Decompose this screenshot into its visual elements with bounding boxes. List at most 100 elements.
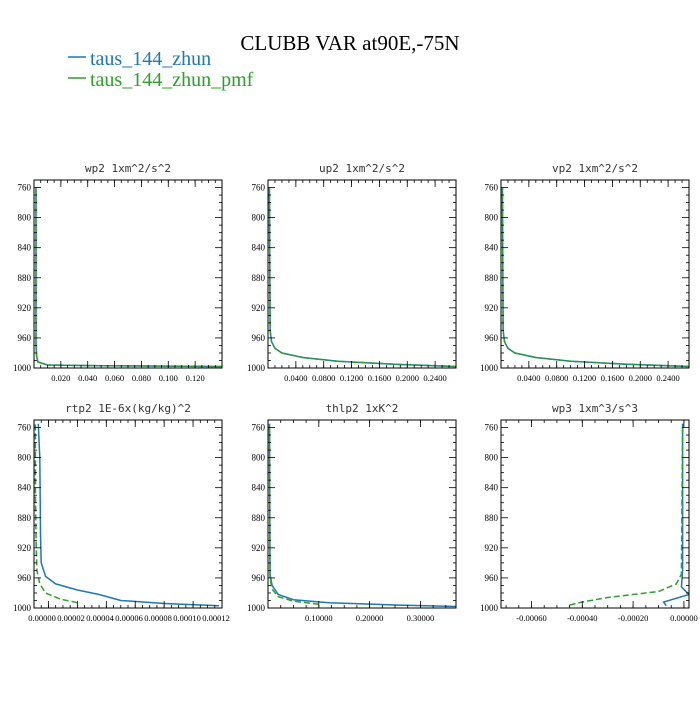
chart-panel-2: vp2 1xm^2/s^2 760 800 840 880 920 960 1000 0.040…	[480, 162, 690, 383]
chart-panel-0: wp2 1xm^2/s^2 760 800 840 880 920 960 1000 0.020…	[13, 162, 223, 383]
y-tick-label-4-0: 760	[252, 423, 266, 433]
x-tick-label-3-5: 0.00010	[173, 613, 201, 623]
y-tick-label-5-6: 1000	[480, 603, 499, 613]
y-tick-label-1-2: 840	[252, 243, 266, 253]
plot-frame-4	[267, 419, 457, 609]
series-line-3-0	[37, 423, 220, 607]
y-tick-label-3-4: 920	[18, 543, 32, 553]
plot-frame-5	[500, 419, 690, 609]
y-tick-label-3-0: 760	[18, 423, 32, 433]
series-line-4-0	[268, 423, 456, 608]
y-tick-label-1-5: 960	[252, 333, 266, 343]
series-line-5-0	[662, 423, 689, 607]
x-tick-label-4-1: 0.20000	[356, 613, 384, 623]
x-tick-label-3-0: 0.00000	[28, 613, 56, 623]
panel-title-0: wp2 1xm^2/s^2	[85, 162, 171, 175]
y-tick-label-0-4: 920	[18, 303, 32, 313]
x-tick-label-0-0: 0.020	[51, 373, 70, 383]
x-tick-label-4-2: 0.30000	[407, 613, 435, 623]
x-tick-label-2-1: 0.0800	[545, 373, 568, 383]
x-tick-label-0-1: 0.040	[78, 373, 97, 383]
chart-panels: wp2 1xm^2/s^2 760 800 840 880 920 960 1000 0.020…	[13, 162, 698, 623]
x-tick-label-2-4: 0.2000	[629, 373, 652, 383]
y-tick-label-2-5: 960	[485, 333, 499, 343]
x-tick-label-2-5: 0.2400	[656, 373, 679, 383]
series-line-2-1	[501, 187, 689, 368]
y-tick-label-4-1: 800	[252, 453, 266, 463]
series-line-2-0	[501, 187, 689, 368]
y-tick-label-0-6: 1000	[13, 363, 32, 373]
x-tick-label-5-2: -0.00020	[618, 613, 648, 623]
x-tick-label-5-1: -0.00040	[567, 613, 597, 623]
x-tick-label-4-0: 0.10000	[305, 613, 333, 623]
series-line-1-0	[268, 187, 456, 368]
plot-frame-1	[267, 179, 457, 369]
y-tick-label-2-1: 800	[485, 213, 499, 223]
x-tick-label-0-4: 0.100	[159, 373, 178, 383]
y-tick-label-4-5: 960	[252, 573, 266, 583]
series-line-1-1	[268, 187, 456, 368]
y-tick-label-5-5: 960	[485, 573, 499, 583]
x-tick-label-5-3: 0.00000	[670, 613, 698, 623]
x-tick-label-0-5: 0.120	[186, 373, 205, 383]
panel-title-4: thlp2 1xK^2	[326, 402, 399, 415]
x-tick-label-2-0: 0.0400	[517, 373, 540, 383]
panel-title-1: up2 1xm^2/s^2	[319, 162, 405, 175]
y-tick-label-1-0: 760	[252, 183, 266, 193]
x-tick-label-2-3: 0.1600	[601, 373, 624, 383]
y-tick-label-0-1: 800	[18, 213, 32, 223]
figure-title: CLUBB VAR at90E,-75N	[240, 31, 459, 55]
chart-panel-3: rtp2 1E-6x(kg/kg)^2 760 800 840 880 920 960 100…	[13, 402, 230, 623]
series-line-3-1	[34, 423, 78, 604]
x-tick-label-1-5: 0.2400	[423, 373, 446, 383]
y-tick-label-3-2: 840	[18, 483, 32, 493]
y-tick-label-1-1: 800	[252, 213, 266, 223]
panel-title-5: wp3 1xm^3/s^3	[552, 402, 638, 415]
chart-panel-1: up2 1xm^2/s^2 760 800 840 880 920 960 1000 0.040…	[247, 162, 457, 383]
y-tick-label-1-3: 880	[252, 273, 266, 283]
legend-label-1: taus_144_zhun_pmf	[90, 69, 254, 91]
y-tick-label-0-2: 840	[18, 243, 32, 253]
x-tick-label-1-1: 0.0800	[312, 373, 335, 383]
y-tick-label-2-2: 840	[485, 243, 499, 253]
x-tick-label-1-0: 0.0400	[284, 373, 307, 383]
x-tick-label-0-3: 0.080	[132, 373, 151, 383]
series-line-4-1	[268, 423, 319, 605]
y-tick-label-1-4: 920	[252, 303, 266, 313]
x-tick-label-1-3: 0.1600	[368, 373, 391, 383]
series-line-0-1	[35, 187, 222, 368]
plot-frame-0	[33, 179, 223, 369]
legend-label-0: taus_144_zhun	[90, 48, 211, 70]
y-tick-label-0-3: 880	[18, 273, 32, 283]
y-tick-label-2-3: 880	[485, 273, 499, 283]
y-tick-label-5-3: 880	[485, 513, 499, 523]
y-tick-label-3-6: 1000	[13, 603, 32, 613]
y-tick-label-5-1: 800	[485, 453, 499, 463]
plot-frame-2	[500, 179, 690, 369]
x-tick-label-1-2: 0.1200	[340, 373, 363, 383]
y-tick-label-1-6: 1000	[247, 363, 266, 373]
x-tick-label-3-6: 0.00012	[202, 613, 230, 623]
x-tick-label-3-1: 0.00002	[57, 613, 85, 623]
y-tick-label-3-5: 960	[18, 573, 32, 583]
panel-title-2: vp2 1xm^2/s^2	[552, 162, 638, 175]
x-tick-label-3-2: 0.00004	[86, 613, 114, 623]
chart-panel-4: thlp2 1xK^2 760 800 840 880 920 960 1000 0.10000…	[247, 402, 457, 623]
chart-panel-5: wp3 1xm^3/s^3 760 800 840 880 920 960 1000 -0.00…	[480, 402, 698, 623]
y-tick-label-4-4: 920	[252, 543, 266, 553]
series-line-5-1	[569, 423, 684, 606]
x-tick-label-2-2: 0.1200	[573, 373, 596, 383]
x-tick-label-0-2: 0.060	[105, 373, 124, 383]
y-tick-label-0-0: 760	[18, 183, 32, 193]
y-tick-label-4-6: 1000	[247, 603, 266, 613]
y-tick-label-5-4: 920	[485, 543, 499, 553]
x-tick-label-3-4: 0.00008	[144, 613, 172, 623]
y-tick-label-2-0: 760	[485, 183, 499, 193]
y-tick-label-3-3: 880	[18, 513, 32, 523]
x-tick-label-3-3: 0.00006	[115, 613, 143, 623]
y-tick-label-4-2: 840	[252, 483, 266, 493]
y-tick-label-2-6: 1000	[480, 363, 499, 373]
